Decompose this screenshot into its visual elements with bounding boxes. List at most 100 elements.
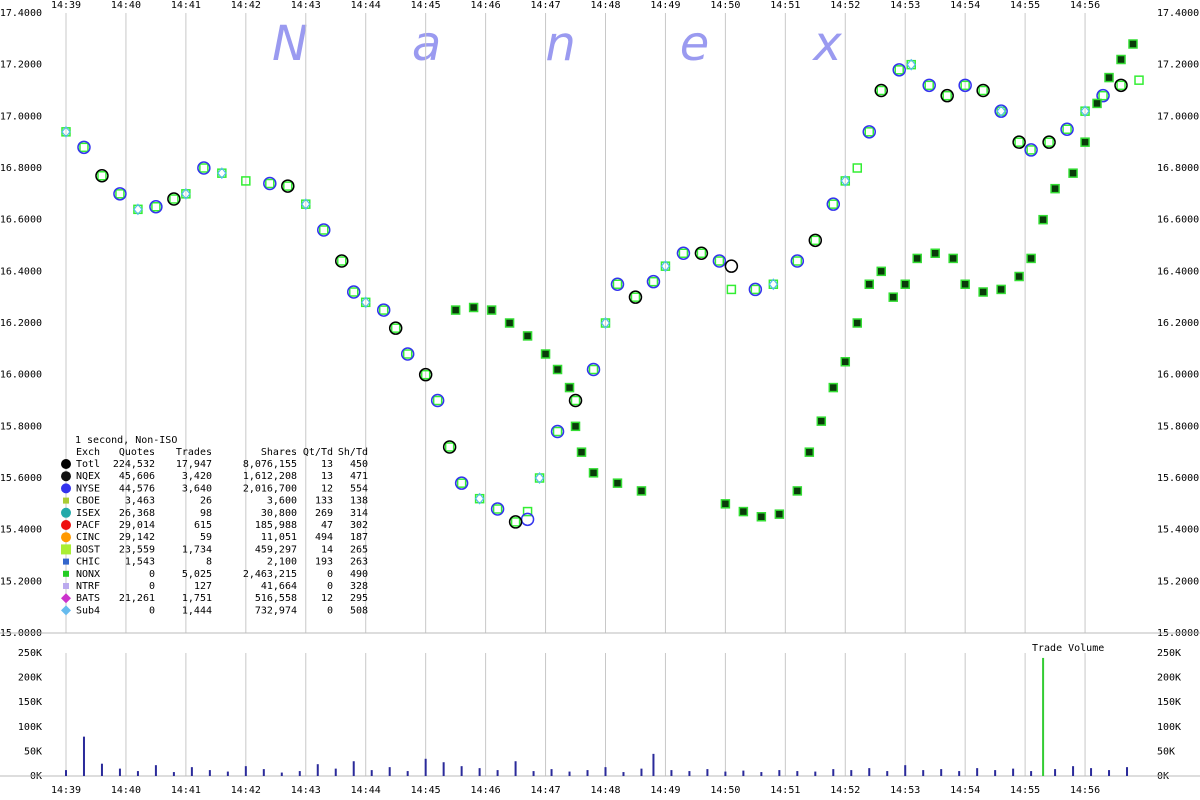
bar [1108, 770, 1111, 776]
bar [82, 736, 85, 776]
marker [1104, 72, 1114, 83]
marker [149, 200, 163, 214]
marker [876, 85, 886, 96]
marker [960, 80, 970, 91]
marker [1114, 78, 1128, 93]
marker [978, 85, 988, 96]
y-tick-label: 100K [1157, 722, 1181, 733]
marker [281, 179, 295, 193]
y-tick-label: 15.6000 [1157, 473, 1199, 484]
x-tick-label: 14:41 [171, 0, 201, 11]
marker [940, 88, 954, 103]
marker [97, 171, 107, 181]
table-cell: 615 [194, 520, 212, 531]
marker [1068, 168, 1078, 178]
bar [1012, 768, 1015, 776]
marker [534, 472, 545, 484]
marker [828, 382, 839, 393]
table-cell: BOST [76, 544, 100, 555]
y-tick-label: 16.0000 [1157, 370, 1199, 381]
bar [136, 771, 139, 776]
table-cell: NTRF [76, 581, 100, 592]
bar [586, 770, 589, 776]
chart-title: Nanex [272, 16, 946, 72]
table-cell: 494 [315, 532, 333, 543]
table-cell: 13 [321, 459, 333, 470]
marker [862, 125, 877, 139]
y-tick-label: 15.8000 [1157, 421, 1199, 432]
bar [262, 769, 265, 776]
marker [852, 163, 863, 173]
y-tick-label: 15.4000 [0, 525, 42, 536]
x-tick-label: 14:39 [51, 785, 81, 796]
marker [714, 256, 725, 266]
bar [832, 769, 835, 776]
table-cell: 1,612,208 [243, 471, 297, 482]
marker [750, 284, 761, 295]
marker [924, 80, 934, 91]
marker [628, 290, 643, 304]
marker [1042, 135, 1056, 149]
marker [95, 169, 109, 183]
marker [960, 279, 970, 289]
marker [720, 499, 731, 509]
legend-marker [61, 605, 71, 616]
bar [370, 770, 373, 776]
marker [388, 321, 403, 335]
x-tick-label: 14:55 [1010, 785, 1040, 796]
table-cell: 8 [206, 557, 212, 568]
x-tick-label: 14:54 [950, 0, 980, 11]
table-cell: 3,600 [267, 496, 297, 507]
marker [906, 58, 916, 71]
y-tick-label: 15.8000 [0, 421, 42, 432]
table-cell: 138 [350, 496, 368, 507]
marker [390, 323, 401, 333]
table-cell: NQEX [76, 471, 100, 482]
marker [468, 302, 479, 313]
marker [418, 367, 433, 382]
table-cell: 0 [327, 569, 333, 580]
bar [568, 771, 571, 776]
marker [840, 174, 851, 187]
x-tick-label: 14:53 [890, 785, 920, 796]
bar [550, 769, 553, 776]
table-header: Sh/Td [338, 447, 368, 458]
table-cell: 41,664 [261, 581, 297, 592]
x-tick-label: 14:46 [471, 785, 501, 796]
y-tick-label: 150K [1157, 697, 1181, 708]
marker [876, 266, 886, 277]
x-tick-label: 14:42 [231, 0, 261, 11]
table-cell: 5,025 [182, 569, 212, 580]
marker [115, 189, 125, 199]
marker [1014, 137, 1024, 147]
marker [586, 362, 601, 377]
bar [244, 766, 247, 776]
x-tick-label: 14:52 [830, 0, 860, 11]
table-cell: 2,100 [267, 557, 297, 568]
x-tick-label: 14:49 [650, 0, 680, 11]
legend-marker [61, 544, 71, 555]
bar [724, 771, 727, 776]
table-cell: 295 [350, 593, 368, 604]
table-cell: 23,559 [119, 544, 155, 555]
marker [1080, 137, 1090, 147]
bar [226, 771, 229, 776]
marker [348, 287, 359, 297]
marker [894, 65, 904, 75]
table-cell: 459,297 [255, 544, 297, 555]
bar [1126, 767, 1129, 776]
table-cell: 224,532 [113, 459, 155, 470]
legend-marker [63, 558, 69, 565]
marker [167, 192, 181, 206]
bar [1090, 768, 1093, 776]
x-tick-label: 14:49 [650, 785, 680, 796]
table-cell: 193 [315, 557, 333, 568]
marker [864, 279, 875, 289]
marker [646, 274, 661, 289]
table-cell: 508 [350, 605, 368, 616]
marker [1096, 88, 1110, 103]
annotation: Trade Volume [1032, 643, 1104, 654]
marker [648, 276, 659, 287]
bar [850, 770, 853, 776]
marker [540, 349, 551, 359]
